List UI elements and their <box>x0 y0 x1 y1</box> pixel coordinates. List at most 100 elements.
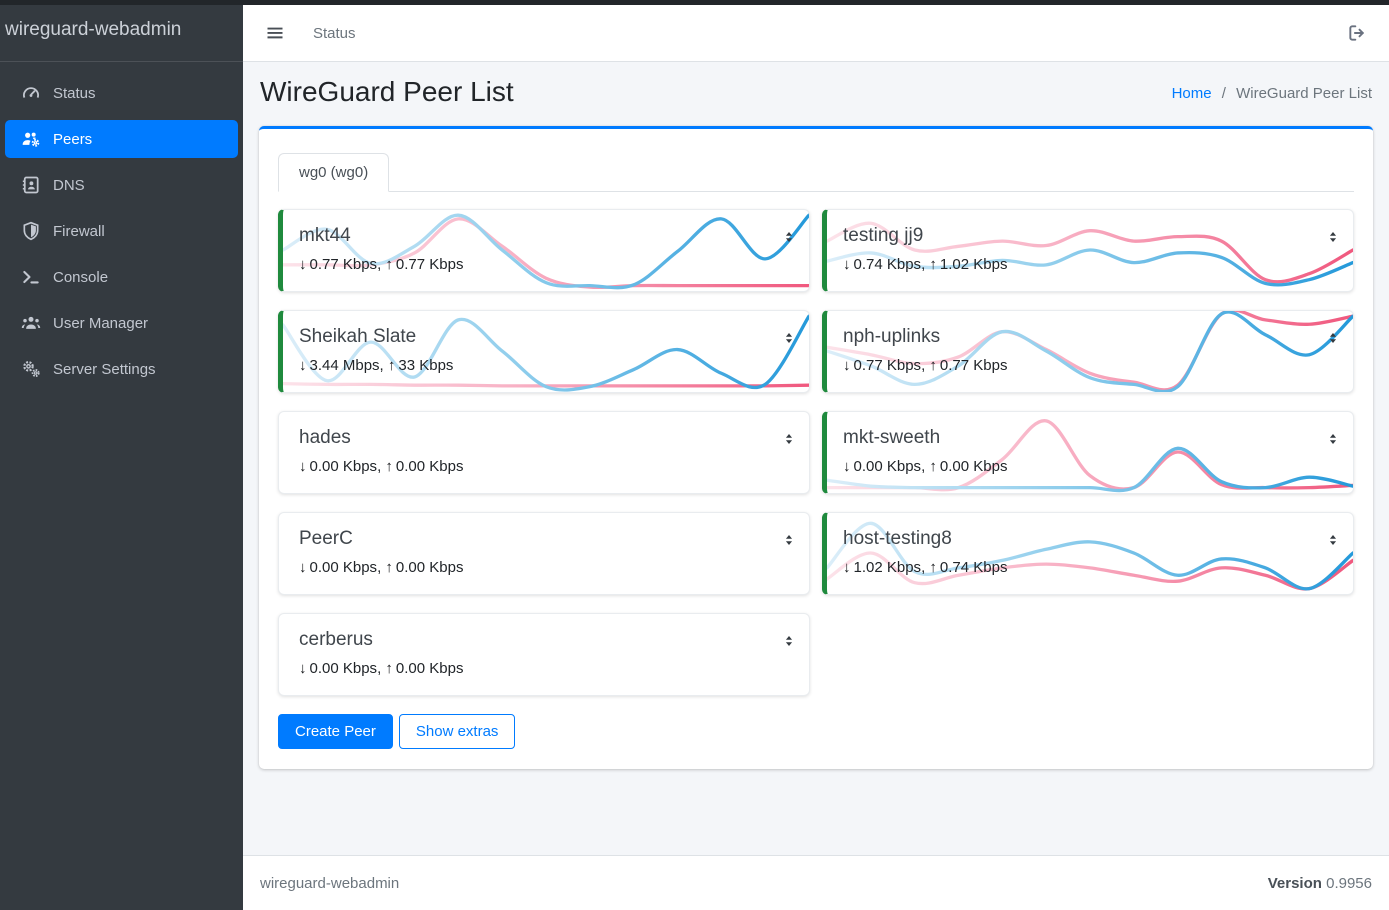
peer-sparkline <box>827 412 1353 493</box>
footer-version-label: Version <box>1267 874 1322 892</box>
peer-traffic: ↓ 0.77 Kbps, ↑ 0.77 Kbps <box>299 256 464 274</box>
peer-card-mkt44[interactable]: mkt44 ↓ 0.77 Kbps, ↑ 0.77 Kbps <box>278 209 810 293</box>
terminal-icon <box>21 267 41 287</box>
download-arrow-icon: ↓ <box>299 357 307 375</box>
actions-row: Create Peer Show extras <box>278 714 1354 750</box>
peer-name: host-testing8 <box>843 528 952 550</box>
interface-tabs: wg0 (wg0) <box>278 153 1354 193</box>
download-arrow-icon: ↓ <box>299 256 307 274</box>
peer-name: PeerC <box>299 528 353 550</box>
peer-card-cerberus[interactable]: cerberus ↓ 0.00 Kbps, ↑ 0.00 Kbps <box>278 613 810 697</box>
peer-sparkline <box>279 513 809 594</box>
breadcrumb: Home / WireGuard Peer List <box>1172 85 1372 102</box>
breadcrumb-home-link[interactable]: Home <box>1171 85 1212 102</box>
peer-traffic: ↓ 3.44 Mbps, ↑ 33 Kbps <box>299 357 454 375</box>
show-extras-button[interactable]: Show extras <box>398 714 516 750</box>
sidebar-item-label: DNS <box>53 176 85 194</box>
peer-card-host-testing8[interactable]: host-testing8 ↓ 1.02 Kbps, ↑ 0.74 Kbps <box>822 512 1354 596</box>
peer-traffic: ↓ 0.74 Kbps, ↑ 1.02 Kbps <box>843 256 1008 274</box>
download-arrow-icon: ↓ <box>843 559 851 577</box>
peer-sparkline <box>283 311 809 392</box>
download-arrow-icon: ↓ <box>299 458 307 476</box>
sidebar-item-console[interactable]: Console <box>5 258 238 296</box>
address-book-icon <box>21 175 41 195</box>
create-peer-button[interactable]: Create Peer <box>278 714 393 750</box>
peer-card-nph-uplinks[interactable]: nph-uplinks ↓ 0.77 Kbps, ↑ 0.77 Kbps <box>822 310 1354 394</box>
upload-arrow-icon: ↑ <box>385 559 393 577</box>
peer-traffic: ↓ 0.00 Kbps, ↑ 0.00 Kbps <box>299 559 464 577</box>
sidebar-item-dns[interactable]: DNS <box>5 166 238 204</box>
peer-traffic: ↓ 0.00 Kbps, ↑ 0.00 Kbps <box>299 458 464 476</box>
upload-arrow-icon: ↑ <box>929 256 937 274</box>
download-arrow-icon: ↓ <box>843 256 851 274</box>
peer-name: mkt-sweeth <box>843 427 941 449</box>
sidebar-item-label: User Manager <box>53 314 149 332</box>
page-title: WireGuard Peer List <box>260 76 514 107</box>
peer-name: testing jj9 <box>843 225 924 247</box>
peer-name: mkt44 <box>299 225 351 247</box>
sort-icon[interactable] <box>781 229 797 245</box>
brand-title[interactable]: wireguard-webadmin <box>0 5 243 62</box>
sidebar-item-label: Peers <box>53 130 93 148</box>
menu-toggle-icon[interactable] <box>265 23 285 43</box>
top-strip <box>0 0 1389 5</box>
upload-arrow-icon: ↑ <box>387 357 396 375</box>
gears-icon <box>21 359 41 379</box>
top-navbar: Status <box>243 5 1389 62</box>
sort-icon[interactable] <box>781 633 797 649</box>
download-arrow-icon: ↓ <box>299 559 307 577</box>
peer-traffic: ↓ 0.00 Kbps, ↑ 0.00 Kbps <box>843 458 1008 476</box>
peer-card-testing-jj9[interactable]: testing jj9 ↓ 0.74 Kbps, ↑ 1.02 Kbps <box>822 209 1354 293</box>
peer-name: cerberus <box>299 629 373 651</box>
peer-traffic: ↓ 1.02 Kbps, ↑ 0.74 Kbps <box>843 559 1008 577</box>
peer-name: Sheikah Slate <box>299 326 417 348</box>
users-icon <box>21 313 41 333</box>
tab-wg0[interactable]: wg0 (wg0) <box>278 153 390 193</box>
peer-sparkline <box>283 210 809 291</box>
footer: wireguard-webadmin Version 0.9956 <box>243 855 1389 910</box>
users-gear-icon <box>21 129 41 149</box>
peer-card-sheikah-slate[interactable]: Sheikah Slate ↓ 3.44 Mbps, ↑ 33 Kbps <box>278 310 810 394</box>
peer-traffic: ↓ 0.77 Kbps, ↑ 0.77 Kbps <box>843 357 1008 375</box>
sidebar-item-label: Console <box>53 268 109 286</box>
peer-sparkline <box>827 513 1353 594</box>
sidebar-nav: Status Peers DNS Firewall Console User M… <box>0 62 243 400</box>
footer-version-value: 0.9956 <box>1326 874 1372 892</box>
peer-grid: mkt44 ↓ 0.77 Kbps, ↑ 0.77 Kbps testing jj9… <box>278 209 1354 697</box>
download-arrow-icon: ↓ <box>843 357 851 375</box>
peer-sparkline <box>279 412 809 493</box>
navbar-status-link[interactable]: Status <box>313 24 356 42</box>
sort-icon[interactable] <box>1325 229 1341 245</box>
sidebar-item-peers[interactable]: Peers <box>5 120 238 158</box>
sidebar-item-server-settings[interactable]: Server Settings <box>5 350 238 388</box>
sign-out-icon[interactable] <box>1347 23 1367 43</box>
sort-icon[interactable] <box>1325 330 1341 346</box>
sidebar-item-label: Status <box>53 84 96 102</box>
peer-name: nph-uplinks <box>843 326 941 348</box>
sort-icon[interactable] <box>781 532 797 548</box>
peer-card-hades[interactable]: hades ↓ 0.00 Kbps, ↑ 0.00 Kbps <box>278 411 810 495</box>
upload-arrow-icon: ↑ <box>929 559 937 577</box>
footer-version: Version 0.9956 <box>1268 875 1372 892</box>
sort-icon[interactable] <box>781 431 797 447</box>
sort-icon[interactable] <box>1325 532 1341 548</box>
upload-arrow-icon: ↑ <box>929 458 937 476</box>
sort-icon[interactable] <box>781 330 797 346</box>
sidebar-item-firewall[interactable]: Firewall <box>5 212 238 250</box>
peer-sparkline <box>827 311 1353 393</box>
sidebar-item-status[interactable]: Status <box>5 74 238 112</box>
footer-brand: wireguard-webadmin <box>260 874 400 892</box>
sidebar-item-user-manager[interactable]: User Manager <box>5 304 238 342</box>
sidebar-item-label: Firewall <box>53 222 105 240</box>
sort-icon[interactable] <box>1325 431 1341 447</box>
upload-arrow-icon: ↑ <box>385 256 393 274</box>
peer-name: hades <box>299 427 351 449</box>
breadcrumb-separator: / <box>1221 85 1226 102</box>
peer-card-mkt-sweeth[interactable]: mkt-sweeth ↓ 0.00 Kbps, ↑ 0.00 Kbps <box>822 411 1354 495</box>
upload-arrow-icon: ↑ <box>385 660 393 678</box>
gauge-icon <box>21 83 41 103</box>
sidebar-item-label: Server Settings <box>53 360 156 378</box>
peer-card-peerc[interactable]: PeerC ↓ 0.00 Kbps, ↑ 0.00 Kbps <box>278 512 810 596</box>
shield-icon <box>21 221 41 241</box>
breadcrumb-current: WireGuard Peer List <box>1236 85 1372 102</box>
